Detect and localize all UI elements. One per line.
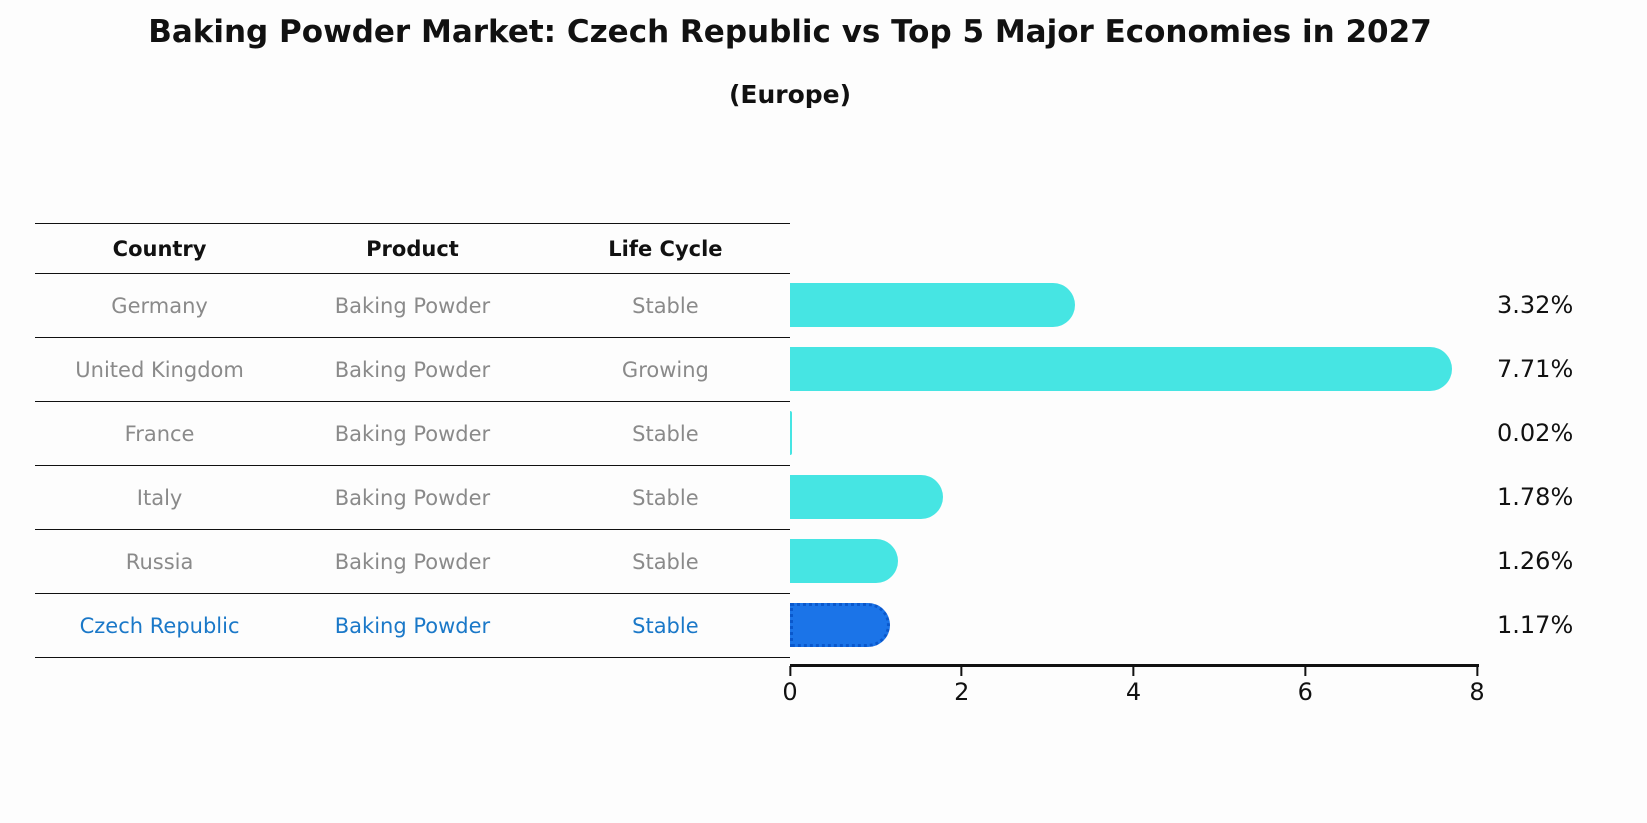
col-header-country: Country [112, 236, 207, 261]
bar-band [790, 465, 1477, 529]
tick-label: 6 [1297, 678, 1313, 706]
bar-band [790, 337, 1477, 401]
x-axis-tick: 8 [1469, 666, 1485, 706]
cell-country: Russia [125, 549, 194, 574]
table-row: Germany Baking Powder Stable [35, 274, 790, 338]
cell-country: France [124, 421, 195, 446]
bar-italy [790, 475, 943, 519]
cell-product: Baking Powder [334, 485, 491, 510]
value-label-united-kingdom: 7.71% [1497, 355, 1574, 383]
cell-product: Baking Powder [334, 293, 491, 318]
bar-band [790, 593, 1477, 657]
cell-product: Baking Powder [334, 613, 491, 638]
table-row: United Kingdom Baking Powder Growing [35, 338, 790, 402]
cell-country: Germany [111, 293, 208, 318]
tick-label: 2 [954, 678, 970, 706]
cell-country: United Kingdom [75, 357, 244, 382]
bar-band [790, 529, 1477, 593]
tick-label: 4 [1125, 678, 1142, 706]
bar-france [790, 411, 792, 455]
x-axis-tick: 6 [1298, 666, 1313, 706]
value-label-russia: 1.26% [1497, 547, 1574, 575]
bar-band [790, 401, 1477, 465]
cell-life-cycle: Stable [632, 549, 699, 574]
value-labels: 3.32% 7.71% 0.02% 1.78% 1.26% 1.17% [1497, 273, 1627, 657]
col-header-life-cycle: Life Cycle [608, 236, 723, 261]
cell-country: Czech Republic [79, 613, 240, 638]
country-table: Country Product Life Cycle Germany Bakin… [35, 223, 790, 658]
table-row: France Baking Powder Stable [35, 402, 790, 466]
bar-united-kingdom [790, 347, 1453, 391]
chart-title: Baking Powder Market: Czech Republic vs … [148, 14, 1432, 50]
bar-russia [790, 539, 899, 583]
table-row: Russia Baking Powder Stable [35, 530, 790, 594]
table-row-highlighted: Czech Republic Baking Powder Stable [35, 594, 790, 658]
table-row: Italy Baking Powder Stable [35, 466, 790, 530]
cell-life-cycle: Stable [632, 613, 699, 638]
cell-product: Baking Powder [334, 421, 491, 446]
table-header-row: Country Product Life Cycle [35, 224, 790, 274]
x-axis-line [790, 664, 1479, 667]
tick-label: 8 [1469, 678, 1485, 706]
tick-mark [1132, 666, 1135, 676]
x-axis-tick: 4 [1126, 666, 1141, 706]
tick-label: 0 [782, 678, 798, 706]
bar-germany [790, 283, 1076, 327]
x-axis-tick: 0 [782, 666, 798, 706]
cell-life-cycle: Growing [621, 357, 709, 382]
chart-subtitle: (Europe) [728, 80, 852, 109]
cell-country: Italy [136, 485, 183, 510]
cell-product: Baking Powder [334, 549, 491, 574]
value-label-czech-republic: 1.17% [1497, 611, 1574, 639]
cell-life-cycle: Stable [632, 421, 699, 446]
tick-mark [789, 666, 791, 676]
tick-mark [1304, 666, 1307, 676]
cell-life-cycle: Stable [632, 293, 699, 318]
bar-chart [790, 273, 1477, 657]
bar-czech-republic [790, 603, 891, 647]
cell-product: Baking Powder [334, 357, 491, 382]
value-label-germany: 3.32% [1497, 291, 1574, 319]
bar-band [790, 273, 1477, 337]
cell-life-cycle: Stable [632, 485, 699, 510]
value-label-france: 0.02% [1497, 419, 1574, 447]
col-header-product: Product [366, 236, 459, 261]
tick-mark [960, 666, 963, 676]
value-label-italy: 1.78% [1497, 483, 1574, 511]
tick-mark [1476, 666, 1478, 676]
x-axis-tick: 2 [954, 666, 969, 706]
